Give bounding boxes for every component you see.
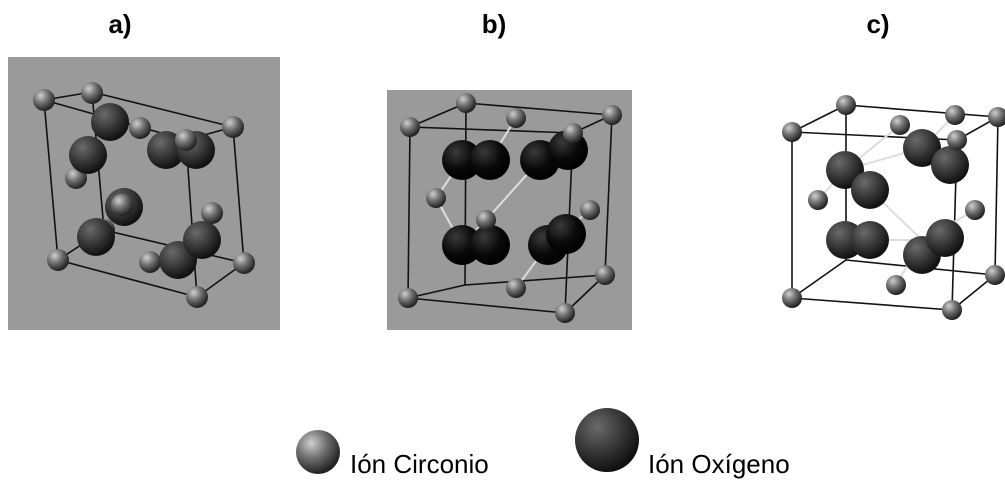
oxygen-ion xyxy=(546,214,586,254)
zirconium-ion xyxy=(233,252,255,274)
oxygen-ion xyxy=(470,225,510,265)
zirconium-ion xyxy=(965,200,985,220)
zirconium-ion xyxy=(111,194,133,216)
zirconium-ion xyxy=(555,303,575,323)
legend-small-sphere xyxy=(296,430,340,474)
zirconium-ion xyxy=(139,251,161,273)
cell-edge xyxy=(995,117,998,275)
zirconium-ion xyxy=(222,116,244,138)
legend-large-sphere xyxy=(575,408,639,472)
page: {"panels": [{"label": "a)"}, {"label": "… xyxy=(0,0,1005,481)
zirconium-ion xyxy=(985,265,1005,285)
oxygen-ion xyxy=(77,218,115,256)
zirconium-ion xyxy=(201,202,223,224)
zirconium-ion xyxy=(563,123,583,143)
zirconium-ion xyxy=(129,117,151,139)
zirconium-ion xyxy=(602,105,622,125)
zirconium-ion xyxy=(808,190,828,210)
zirconium-ion xyxy=(33,89,55,111)
zirconium-ion xyxy=(456,93,476,113)
zirconium-ion xyxy=(945,105,965,125)
zirconium-ion xyxy=(947,130,967,150)
oxygen-ion xyxy=(926,219,964,257)
zirconium-ion xyxy=(81,82,103,104)
zirconium-ion xyxy=(595,265,615,285)
zirconium-ion xyxy=(506,108,526,128)
zirconium-ion xyxy=(942,300,962,320)
zirconium-ion xyxy=(782,122,802,142)
oxygen-ion xyxy=(470,140,510,180)
oxygen-ion xyxy=(183,221,221,259)
zirconium-ion xyxy=(886,275,906,295)
oxygen-ion xyxy=(69,136,107,174)
panel-label: c) xyxy=(866,9,889,39)
oxygen-ion xyxy=(851,171,889,209)
oxygen-ion xyxy=(931,146,969,184)
zirconium-ion xyxy=(47,249,69,271)
zirconium-ion xyxy=(175,129,197,151)
zirconium-ion xyxy=(506,278,526,298)
zirconium-ion xyxy=(890,115,910,135)
figure: a) b) c) Ión Circonio Ión Oxígeno xyxy=(0,0,1005,481)
legend-label: Ión Circonio xyxy=(350,449,489,479)
panel-label: b) xyxy=(482,9,507,39)
zirconium-ion xyxy=(476,210,496,230)
zirconium-ion xyxy=(988,107,1005,127)
zirconium-ion xyxy=(836,95,856,115)
oxygen-ion xyxy=(851,221,889,259)
zirconium-ion xyxy=(426,188,446,208)
cell-edge xyxy=(846,105,998,117)
cell-edge xyxy=(792,298,952,310)
zirconium-ion xyxy=(186,286,208,308)
panel-label: a) xyxy=(108,9,131,39)
zirconium-ion xyxy=(400,117,420,137)
zirconium-ion xyxy=(782,288,802,308)
zirconium-ion xyxy=(580,200,600,220)
zirconium-ion xyxy=(398,288,418,308)
oxygen-ion xyxy=(91,103,129,141)
legend-label: Ión Oxígeno xyxy=(648,449,790,479)
